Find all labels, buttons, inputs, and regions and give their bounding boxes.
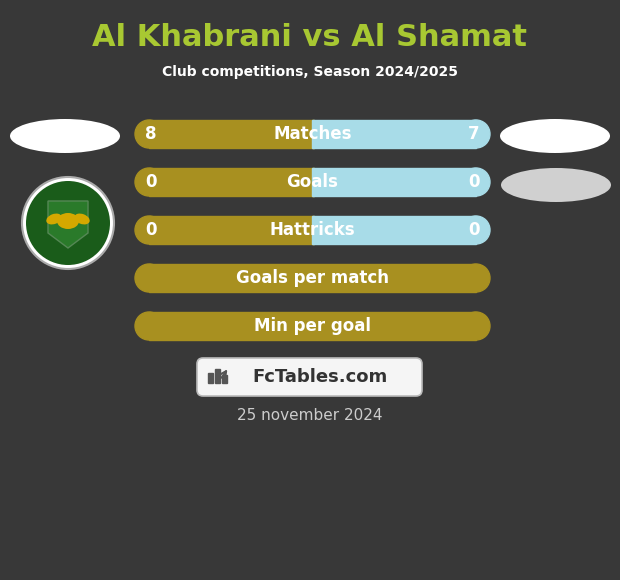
Text: 8: 8 xyxy=(145,125,157,143)
Text: Al Khabrani vs Al Shamat: Al Khabrani vs Al Shamat xyxy=(92,24,528,53)
Bar xyxy=(311,216,314,244)
Bar xyxy=(311,168,314,196)
Bar xyxy=(208,373,213,383)
Bar xyxy=(149,168,312,196)
Circle shape xyxy=(26,181,110,265)
Text: FcTables.com: FcTables.com xyxy=(252,368,387,386)
Circle shape xyxy=(135,264,163,292)
Text: 7: 7 xyxy=(468,125,480,143)
Bar xyxy=(312,216,476,244)
Bar xyxy=(312,120,476,148)
Circle shape xyxy=(462,120,490,148)
Bar xyxy=(149,216,312,244)
Text: 0: 0 xyxy=(145,221,157,239)
Polygon shape xyxy=(48,201,88,248)
Circle shape xyxy=(462,312,490,340)
Circle shape xyxy=(135,120,163,148)
Bar xyxy=(312,168,476,196)
Ellipse shape xyxy=(500,119,610,153)
Circle shape xyxy=(462,216,490,244)
Bar xyxy=(149,312,476,340)
Bar xyxy=(149,120,312,148)
Ellipse shape xyxy=(10,119,120,153)
Ellipse shape xyxy=(74,213,90,224)
Text: Hattricks: Hattricks xyxy=(270,221,355,239)
Circle shape xyxy=(135,216,163,244)
Circle shape xyxy=(135,312,163,340)
Text: Goals per match: Goals per match xyxy=(236,269,389,287)
Bar xyxy=(311,168,314,196)
Ellipse shape xyxy=(57,213,79,229)
Bar xyxy=(311,120,314,148)
Text: Goals: Goals xyxy=(286,173,339,191)
Ellipse shape xyxy=(46,213,62,224)
Text: 0: 0 xyxy=(145,173,157,191)
Ellipse shape xyxy=(501,168,611,202)
Text: Min per goal: Min per goal xyxy=(254,317,371,335)
Text: Matches: Matches xyxy=(273,125,352,143)
Circle shape xyxy=(462,264,490,292)
Circle shape xyxy=(22,177,114,269)
Bar xyxy=(311,120,314,148)
Bar xyxy=(311,216,314,244)
Circle shape xyxy=(135,168,163,196)
Text: 25 november 2024: 25 november 2024 xyxy=(237,408,383,422)
Circle shape xyxy=(462,168,490,196)
Text: 0: 0 xyxy=(468,173,480,191)
Bar xyxy=(149,264,476,292)
FancyBboxPatch shape xyxy=(197,358,422,396)
Text: 0: 0 xyxy=(468,221,480,239)
Bar xyxy=(222,375,227,383)
Text: Club competitions, Season 2024/2025: Club competitions, Season 2024/2025 xyxy=(162,65,458,79)
Bar xyxy=(215,369,220,383)
